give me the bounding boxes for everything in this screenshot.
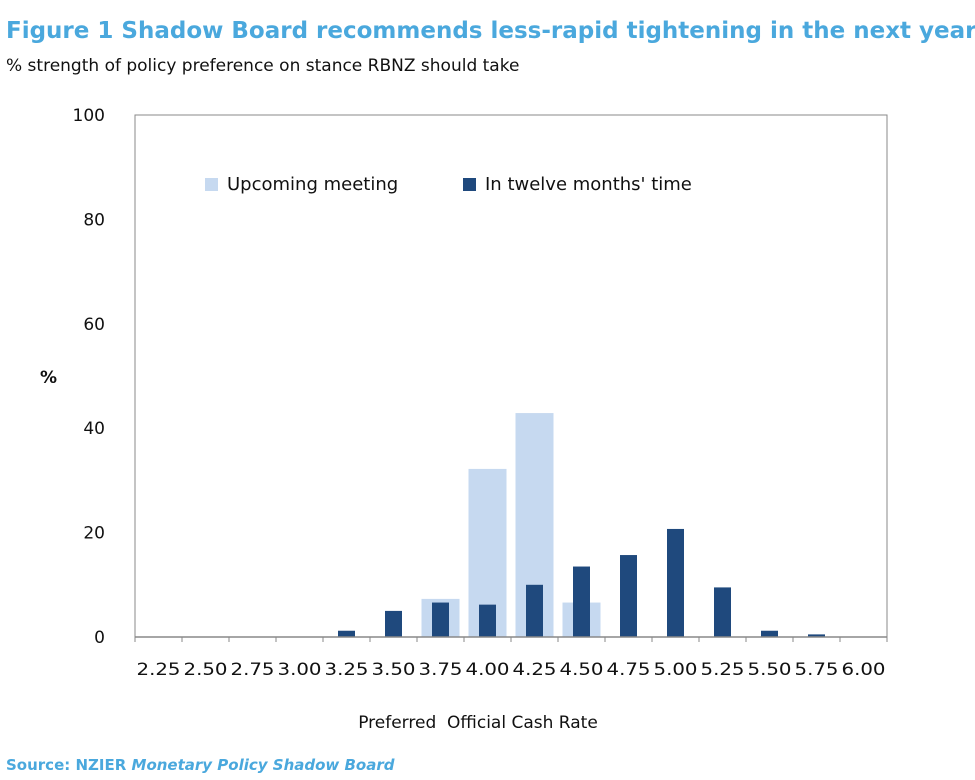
x-tick-label: 5.75: [795, 660, 839, 680]
bar-twelve-months-4.00: [479, 604, 496, 637]
bar-twelve-months-4.75: [620, 555, 637, 637]
x-tick-label: 5.25: [701, 660, 745, 680]
bar-twelve-months-3.50: [385, 610, 402, 637]
x-tick-label: 4.25: [513, 660, 557, 680]
x-tick-label: 5.00: [654, 660, 698, 680]
legend-label: In twelve months' time: [485, 174, 692, 195]
bar-twelve-months-5.50: [761, 630, 778, 637]
y-tick-label: 40: [83, 419, 105, 439]
x-tick-label: 2.50: [184, 660, 228, 680]
legend-swatch: [205, 178, 218, 191]
bar-twelve-months-3.75: [432, 602, 449, 637]
x-tick-label: 5.50: [748, 660, 792, 680]
source-note: Source: NZIER Monetary Policy Shadow Boa…: [6, 756, 394, 774]
bar-twelve-months-5.75: [808, 634, 825, 637]
bar-twelve-months-4.25: [526, 584, 543, 637]
y-axis-label: %: [40, 368, 57, 388]
y-tick-label: 0: [94, 628, 105, 648]
source-label: Source: NZIER: [6, 756, 132, 774]
x-tick-label: 3.25: [325, 660, 369, 680]
x-tick-label: 2.25: [137, 660, 181, 680]
y-tick-label: 60: [83, 315, 105, 335]
source-name: Monetary Policy Shadow Board: [131, 756, 395, 774]
x-tick-label: 4.00: [466, 660, 510, 680]
bar-twelve-months-3.25: [338, 630, 355, 637]
x-tick-label: 4.50: [560, 660, 604, 680]
x-tick-label: 4.75: [607, 660, 651, 680]
y-tick-label: 80: [83, 210, 105, 230]
x-axis-label: Preferred Official Cash Rate: [358, 713, 598, 733]
chart-title: Figure 1 Shadow Board recommends less-ra…: [6, 18, 975, 44]
x-tick-label: 3.50: [372, 660, 416, 680]
y-tick-label: 100: [73, 106, 105, 126]
bar-twelve-months-4.50: [573, 566, 590, 637]
x-tick-label: 6.00: [842, 660, 886, 680]
x-tick-label: 3.00: [278, 660, 322, 680]
legend-swatch: [463, 178, 476, 191]
x-tick-label: 3.75: [419, 660, 463, 680]
bar-twelve-months-5.25: [714, 587, 731, 637]
bar-twelve-months-5.00: [667, 528, 684, 637]
y-tick-label: 20: [83, 524, 105, 544]
chart-subtitle: % strength of policy preference on stanc…: [6, 56, 520, 76]
legend-label: Upcoming meeting: [227, 174, 398, 195]
x-tick-label: 2.75: [231, 660, 275, 680]
